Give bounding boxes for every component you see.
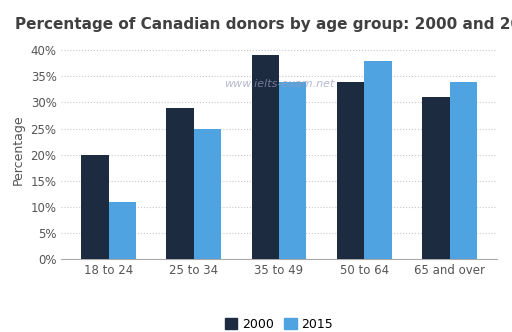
Bar	[422, 97, 450, 259]
Bar	[166, 108, 194, 259]
Title: Percentage of Canadian donors by age group: 2000 and 2015: Percentage of Canadian donors by age gro…	[15, 17, 512, 32]
Bar	[279, 82, 306, 259]
Text: www.ielts-exam.net: www.ielts-exam.net	[224, 79, 334, 89]
Bar	[194, 128, 221, 259]
Bar	[365, 61, 392, 259]
Bar	[252, 55, 279, 259]
Y-axis label: Percentage: Percentage	[12, 114, 25, 185]
Bar	[109, 202, 136, 259]
Bar	[81, 155, 109, 259]
Bar	[337, 82, 365, 259]
Legend: 2000, 2015: 2000, 2015	[220, 313, 338, 332]
Bar	[450, 82, 477, 259]
